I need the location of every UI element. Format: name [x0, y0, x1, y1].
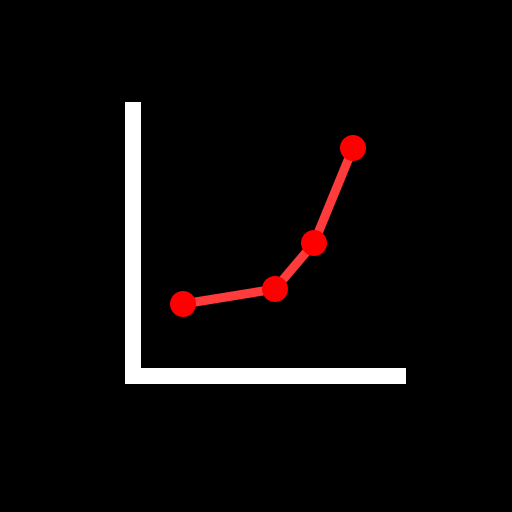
chart-axes — [125, 102, 406, 384]
data-markers — [170, 135, 366, 317]
data-marker — [340, 135, 366, 161]
y-axis — [125, 102, 141, 384]
data-marker — [262, 276, 288, 302]
data-marker — [301, 230, 327, 256]
trend-line — [178, 143, 358, 309]
data-marker — [170, 291, 196, 317]
x-axis — [125, 368, 406, 384]
